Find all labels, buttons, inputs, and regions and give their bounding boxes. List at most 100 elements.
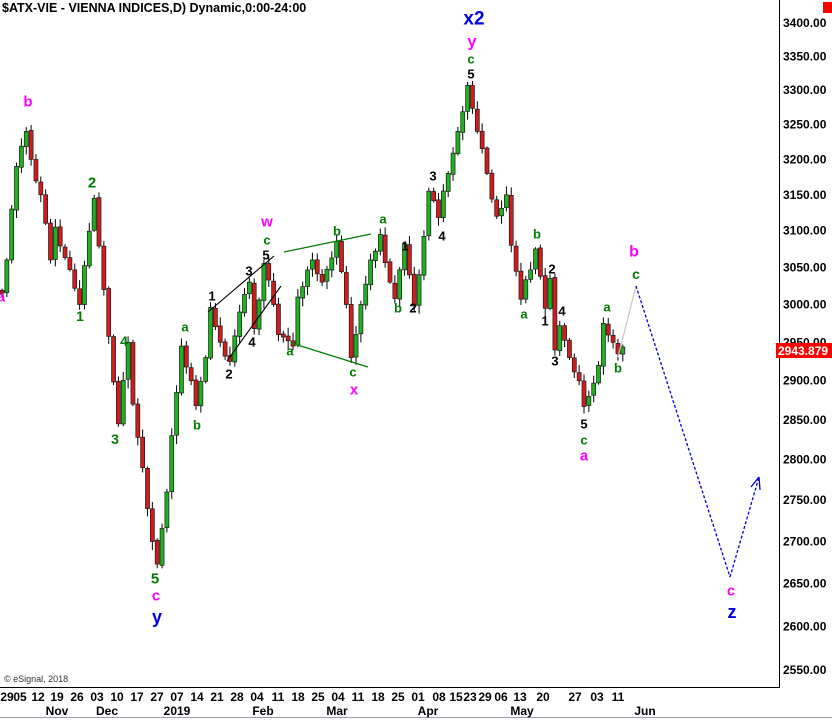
candle-body <box>489 172 495 200</box>
wave-label-b: b <box>333 224 341 239</box>
x-date-label: 20 <box>536 690 550 704</box>
candle-body <box>300 286 306 299</box>
candle-body <box>586 395 592 406</box>
candle-body <box>542 275 548 309</box>
candle-body <box>605 323 611 336</box>
candle-body <box>82 265 87 305</box>
y-tick-label: 3150.00 <box>783 188 827 202</box>
wave-label-a: a <box>379 212 387 227</box>
x-month-label: Feb <box>252 704 273 718</box>
candle-body <box>77 288 82 305</box>
wave-label-3: 3 <box>429 169 436 184</box>
candle-body <box>135 403 141 438</box>
wave-label-4: 4 <box>558 304 566 319</box>
candle-body <box>183 345 189 368</box>
candle-body <box>377 234 383 252</box>
x-month-label: Jun <box>634 704 655 718</box>
candle-body <box>416 274 422 306</box>
candle-body <box>567 339 572 358</box>
wave-label-3: 3 <box>551 354 558 369</box>
candle-body <box>280 333 286 338</box>
candle-body <box>528 269 534 280</box>
candle-body <box>324 269 330 282</box>
y-tick-label: 2750.00 <box>783 493 827 507</box>
candle-body <box>562 325 567 341</box>
candle-body <box>358 304 364 335</box>
candle-body <box>4 259 10 293</box>
wave-label-5: 5 <box>151 571 159 588</box>
x-date-label: 29 <box>478 690 492 704</box>
y-tick-label: 3250.00 <box>783 117 827 131</box>
candle-body <box>353 333 359 358</box>
x-date-label: 25 <box>391 690 405 704</box>
candle-body <box>426 190 432 237</box>
wave-label-c: c <box>632 266 640 282</box>
candle-body <box>421 236 427 276</box>
wave-label-4: 4 <box>248 335 256 350</box>
candle-body <box>484 147 490 174</box>
y-tick-label: 3000.00 <box>783 297 827 311</box>
x-month-label: Mar <box>326 704 348 718</box>
wave-label-3: 3 <box>245 264 252 279</box>
candle-body <box>19 145 24 168</box>
y-tick-label: 2800.00 <box>783 453 827 467</box>
x-date-label: 03 <box>90 690 104 704</box>
candle-body <box>363 283 369 306</box>
wave-label-b: b <box>533 227 541 242</box>
candle-body <box>411 273 417 307</box>
wave-label-1: 1 <box>401 239 408 254</box>
x-date-label: 04 <box>331 690 345 704</box>
candle-body <box>28 130 34 160</box>
trendline <box>283 233 372 253</box>
forecast-line <box>617 285 637 358</box>
candle-body <box>266 263 272 281</box>
candle-body <box>470 85 475 109</box>
candle-body <box>445 173 451 192</box>
wave-label-a: a <box>0 289 6 306</box>
candle-body <box>57 226 63 247</box>
candle-body <box>101 245 107 290</box>
candle-body <box>533 248 538 270</box>
candle-body <box>620 346 626 355</box>
candle-body <box>557 325 563 352</box>
x-date-label: 15 <box>449 690 463 704</box>
candle-body <box>261 263 267 301</box>
candle-body <box>217 325 223 343</box>
wave-label-3: 3 <box>111 431 119 447</box>
candle-body <box>431 191 436 202</box>
candle-body <box>237 311 242 337</box>
wave-label-w: w <box>260 214 273 231</box>
candle-body <box>38 181 44 196</box>
candle-body <box>576 372 582 382</box>
candle-body <box>334 241 339 258</box>
x-date-label: 25 <box>311 690 325 704</box>
x-date-label: 28 <box>230 690 244 704</box>
candle-body <box>348 303 354 358</box>
x-date-label: 04 <box>250 690 264 704</box>
y-tick-label: 3300.00 <box>783 83 827 97</box>
candle-body <box>508 194 514 246</box>
wave-label-b: b <box>193 418 201 433</box>
copyright-label: © eSignal, 2018 <box>4 674 69 684</box>
forecast-arrowhead <box>750 476 760 488</box>
candle-body <box>387 261 393 283</box>
candle-body <box>368 259 373 286</box>
wave-label-a: a <box>520 307 528 322</box>
x-date-label: 23 <box>463 690 477 704</box>
last-price-badge <box>776 343 832 358</box>
candle-body <box>154 539 160 565</box>
candle-body <box>145 467 150 509</box>
chart-title: $ATX-VIE - VIENNA INDICES,D) Dynamic,0:0… <box>2 1 307 15</box>
candle-body <box>251 282 257 329</box>
candle-body <box>232 335 238 363</box>
forecast-arrowhead <box>758 476 761 491</box>
candle-body <box>450 152 456 175</box>
candle-body <box>62 246 68 258</box>
candle-body <box>344 272 349 305</box>
candle-body <box>319 274 325 283</box>
wave-label-4: 4 <box>120 333 128 349</box>
x-date-label: 11 <box>272 690 285 704</box>
candle-body <box>247 281 252 295</box>
y-tick-label: 2900.00 <box>783 374 827 388</box>
